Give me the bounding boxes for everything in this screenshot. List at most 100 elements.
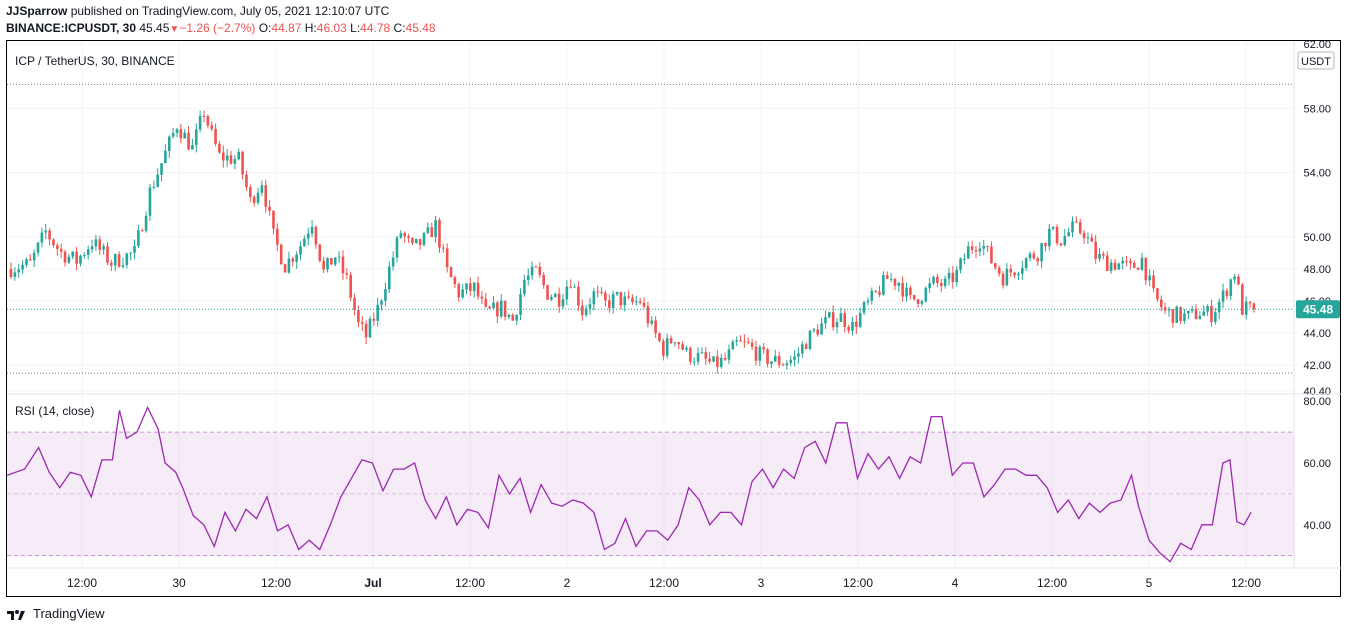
candle-body — [1241, 284, 1244, 315]
candle-body — [1190, 308, 1194, 311]
candle-body — [712, 356, 715, 362]
candle-body — [1214, 312, 1217, 322]
candle-body — [596, 291, 600, 293]
candle-body — [650, 320, 654, 324]
candle-body — [1051, 226, 1055, 229]
candle-body — [164, 150, 167, 164]
symbol-label: BINANCE:ICPUSDT, 30 — [6, 21, 137, 35]
candle-body — [137, 230, 140, 247]
last-price: 45.45 — [139, 21, 170, 35]
candle-body — [912, 294, 916, 300]
candle-body — [858, 312, 862, 327]
candle-body — [125, 253, 129, 266]
candle-body — [295, 254, 298, 262]
candle-body — [1221, 290, 1225, 302]
candle-body — [662, 340, 665, 356]
candle-body — [411, 238, 414, 243]
candle-body — [488, 306, 491, 309]
candle-body — [260, 185, 264, 193]
candle-body — [835, 321, 839, 328]
candle-body — [1156, 288, 1159, 300]
chart-frame[interactable]: 62.0058.0054.0050.0048.0046.0044.0042.00… — [6, 40, 1342, 598]
candle-body — [449, 267, 453, 278]
candle-body — [642, 302, 646, 307]
candle-body — [480, 296, 484, 299]
candle-body — [812, 329, 816, 331]
candle-body — [565, 286, 569, 300]
candle-body — [90, 246, 94, 250]
low-value: 44.78 — [360, 21, 391, 35]
candle-body — [801, 344, 804, 354]
candle-body — [577, 286, 580, 306]
candle-body — [222, 152, 225, 161]
candle-body — [434, 220, 437, 238]
candle-body — [1171, 309, 1175, 323]
candle-body — [399, 233, 403, 238]
candle-body — [1001, 273, 1005, 286]
candle-body — [808, 330, 812, 349]
candle-body — [214, 128, 217, 144]
candle-body — [816, 329, 820, 335]
candle-body — [133, 246, 136, 253]
x-tick-label: 3 — [758, 576, 765, 590]
candle-body — [689, 347, 692, 362]
candle-body — [770, 361, 773, 365]
candle-body — [608, 300, 611, 308]
currency-badge: USDT — [1297, 51, 1335, 70]
candle-body — [1113, 262, 1117, 270]
candle-body — [52, 239, 55, 246]
candle-body — [1082, 232, 1086, 239]
candle-body — [21, 264, 24, 270]
candle-body — [476, 282, 480, 297]
brand-name[interactable]: TradingView — [33, 606, 105, 621]
candle-body — [430, 227, 434, 238]
candle-body — [445, 248, 449, 268]
y-tick-label: 50.00 — [1303, 232, 1331, 244]
candle-body — [1028, 253, 1032, 259]
candle-body — [202, 115, 206, 117]
down-arrow-icon: ▼ — [169, 24, 180, 35]
x-tick-label: 12:00 — [1037, 576, 1067, 590]
candle-body — [897, 282, 901, 286]
candle-body — [71, 251, 75, 257]
candle-body — [1210, 306, 1213, 322]
author-name[interactable]: JJSparrow — [6, 4, 68, 18]
candle-body — [372, 318, 376, 321]
candle-body — [870, 290, 874, 301]
candle-body — [395, 237, 399, 258]
candle-body — [171, 132, 175, 137]
candle-body — [357, 310, 360, 323]
candle-body — [1055, 226, 1059, 244]
candle-body — [1194, 308, 1198, 319]
rsi-tick-label: 60.00 — [1303, 458, 1331, 470]
candle-body — [9, 268, 13, 277]
candle-body — [828, 312, 831, 318]
candle-body — [569, 286, 572, 288]
candle-body — [696, 353, 700, 362]
candle-body — [1086, 237, 1090, 239]
candle-body — [739, 340, 742, 342]
candle-body — [102, 246, 105, 250]
candle-body — [36, 242, 40, 253]
candle-body — [982, 246, 986, 249]
y-tick-label: 48.00 — [1303, 264, 1331, 276]
candle-body — [368, 318, 372, 338]
candle-body — [627, 296, 630, 298]
candle-body — [1144, 257, 1148, 281]
high-value: 46.03 — [316, 21, 347, 35]
candle-body — [723, 357, 727, 360]
candle-body — [793, 356, 796, 360]
candle-body — [484, 298, 488, 307]
price-chart[interactable]: 62.0058.0054.0050.0048.0046.0044.0042.00… — [7, 41, 1342, 598]
candle-body — [1105, 255, 1109, 271]
candle-body — [268, 206, 271, 211]
candle-body — [766, 349, 769, 365]
tradingview-logo-icon[interactable] — [6, 607, 28, 621]
x-tick-label: 5 — [1146, 576, 1153, 590]
x-tick-label: 12:00 — [261, 576, 291, 590]
candle-body — [1179, 306, 1182, 321]
candle-body — [1063, 236, 1067, 246]
candle-body — [63, 251, 67, 263]
candle-body — [1202, 311, 1206, 316]
candle-body — [986, 246, 989, 248]
